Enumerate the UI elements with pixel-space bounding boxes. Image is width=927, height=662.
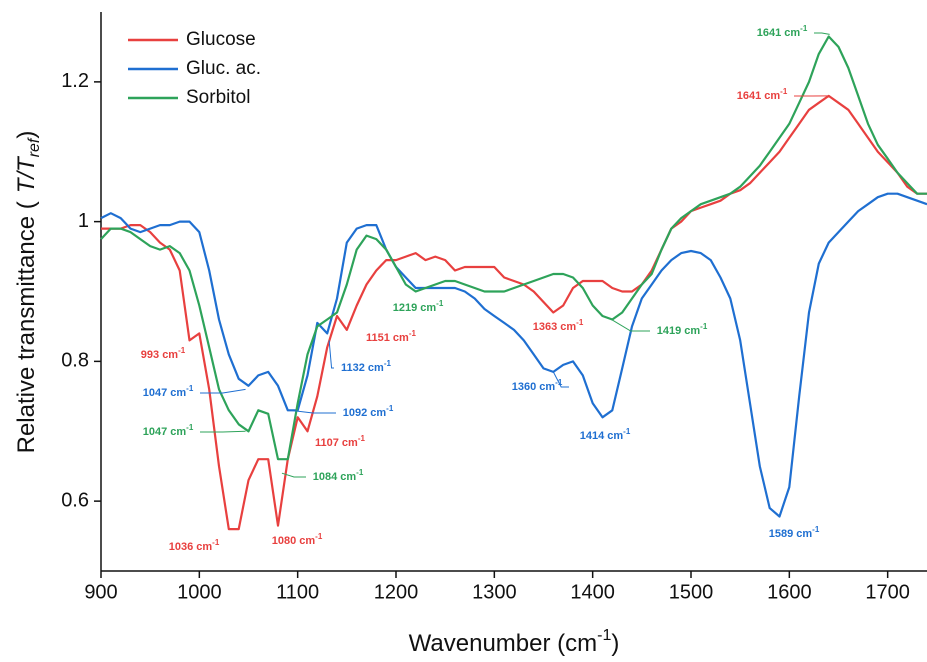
- x-tick-label: 1600: [767, 581, 812, 603]
- y-label-text: Relative transmittance (: [13, 201, 40, 453]
- x-label-text: Wavenumber (cm: [409, 630, 597, 657]
- x-label-sup: -1: [597, 627, 611, 644]
- annotation: 1047 cm-1: [143, 423, 194, 438]
- series-line: [100, 35, 927, 461]
- y-tick-label: 0.6: [61, 489, 89, 511]
- annotation-text: 1036 cm: [169, 541, 213, 553]
- annotation-text: 993 cm: [141, 349, 179, 361]
- annotation-text: 1080 cm: [272, 535, 316, 547]
- legend-label: Gluc. ac.: [186, 58, 261, 79]
- annotation-text: 1151 cm: [366, 332, 409, 344]
- annotation: 1589 cm-1: [769, 525, 820, 540]
- annotation: 1219 cm-1: [393, 299, 444, 314]
- y-tick-label: 0.8: [61, 350, 89, 372]
- y-label-var: T/T: [13, 155, 40, 193]
- annotation-text: 1047 cm: [143, 387, 187, 399]
- x-tick-label: 1100: [276, 581, 319, 603]
- annotation-text: 1641 cm: [737, 90, 781, 102]
- annotation-text: 1219 cm: [393, 302, 437, 314]
- annotation-text: 1092 cm: [343, 407, 387, 419]
- leader-line: [814, 32, 830, 35]
- x-tick-label: 1200: [374, 581, 419, 603]
- annotation-sup: -1: [358, 434, 366, 443]
- annotation-text: 1419 cm: [657, 325, 701, 337]
- annotation-text: 1084 cm: [313, 471, 357, 483]
- annotation-sup: -1: [212, 538, 220, 547]
- annotation-text: 1107 cm: [315, 437, 358, 449]
- annotation: 1360 cm-1: [512, 378, 563, 393]
- x-tick-label: 900: [84, 581, 117, 603]
- annotation-sup: -1: [315, 532, 323, 541]
- annotation-text: 1589 cm: [769, 528, 813, 540]
- x-tick-label: 1000: [177, 581, 222, 603]
- annotation: 1363 cm-1: [533, 318, 584, 333]
- leader-line: [200, 388, 246, 394]
- y-axis-label: Relative transmittance ( T/Tref): [13, 131, 43, 454]
- annotation: 1107 cm-1: [315, 434, 365, 449]
- leader-line: [611, 319, 650, 332]
- series-line: [101, 94, 927, 531]
- annotation: 1414 cm-1: [580, 427, 631, 442]
- annotation: 1047 cm-1: [143, 384, 194, 399]
- series-line: [100, 192, 927, 518]
- annotation: 1084 cm-1: [313, 468, 364, 483]
- annotation: 1092 cm-1: [343, 404, 394, 419]
- leader-line: [281, 472, 306, 478]
- x-tick-label: 1500: [669, 581, 714, 603]
- annotation-sup: -1: [186, 423, 194, 432]
- x-label-close: ): [611, 630, 619, 657]
- annotation-text: 1641 cm: [757, 27, 801, 39]
- annotation-sup: -1: [623, 427, 631, 436]
- annotation: 1036 cm-1: [169, 538, 220, 553]
- annotation: 1641 cm-1: [757, 24, 808, 39]
- x-tick-label: 1400: [570, 581, 615, 603]
- annotation-sup: -1: [356, 468, 364, 477]
- legend-label: Glucose: [186, 29, 256, 50]
- annotation-text: 1047 cm: [143, 426, 187, 438]
- y-tick-label: 1.2: [61, 70, 89, 92]
- y-label-sub: ref: [26, 137, 43, 157]
- annotation-sup: -1: [178, 346, 186, 355]
- y-tick-label: 1: [78, 210, 89, 232]
- legend-label: Sorbitol: [186, 87, 250, 108]
- x-tick-label: 1300: [472, 581, 517, 603]
- annotation-sup: -1: [780, 87, 788, 96]
- annotation: 1641 cm-1: [737, 87, 788, 102]
- annotation-sup: -1: [384, 359, 392, 368]
- annotation-text: 1363 cm: [533, 321, 577, 333]
- annotation-sup: -1: [386, 404, 394, 413]
- annotation-sup: -1: [409, 329, 417, 338]
- annotation: 1151 cm-1: [366, 329, 416, 344]
- annotation-sup: -1: [700, 322, 708, 331]
- annotation-sup: -1: [436, 299, 444, 308]
- x-axis-label: Wavenumber (cm-1): [409, 627, 620, 657]
- leader-line: [289, 409, 336, 414]
- annotation-text: 1132 cm: [341, 362, 384, 374]
- leader-line: [552, 371, 569, 388]
- annotation-sup: -1: [555, 378, 563, 387]
- annotation: 1419 cm-1: [657, 322, 708, 337]
- annotation-sup: -1: [812, 525, 820, 534]
- annotation: 993 cm-1: [141, 346, 186, 361]
- y-label-close: ): [13, 131, 40, 139]
- annotation-text: 1414 cm: [580, 430, 624, 442]
- annotation-sup: -1: [800, 24, 808, 33]
- annotation-text: 1360 cm: [512, 381, 556, 393]
- x-tick-label: 1700: [865, 581, 910, 603]
- annotation-sup: -1: [576, 318, 584, 327]
- annotation: 1132 cm-1: [341, 359, 391, 374]
- leader-line: [328, 340, 334, 369]
- annotation: 1080 cm-1: [272, 532, 323, 547]
- annotation-sup: -1: [186, 384, 194, 393]
- leader-line: [200, 430, 246, 433]
